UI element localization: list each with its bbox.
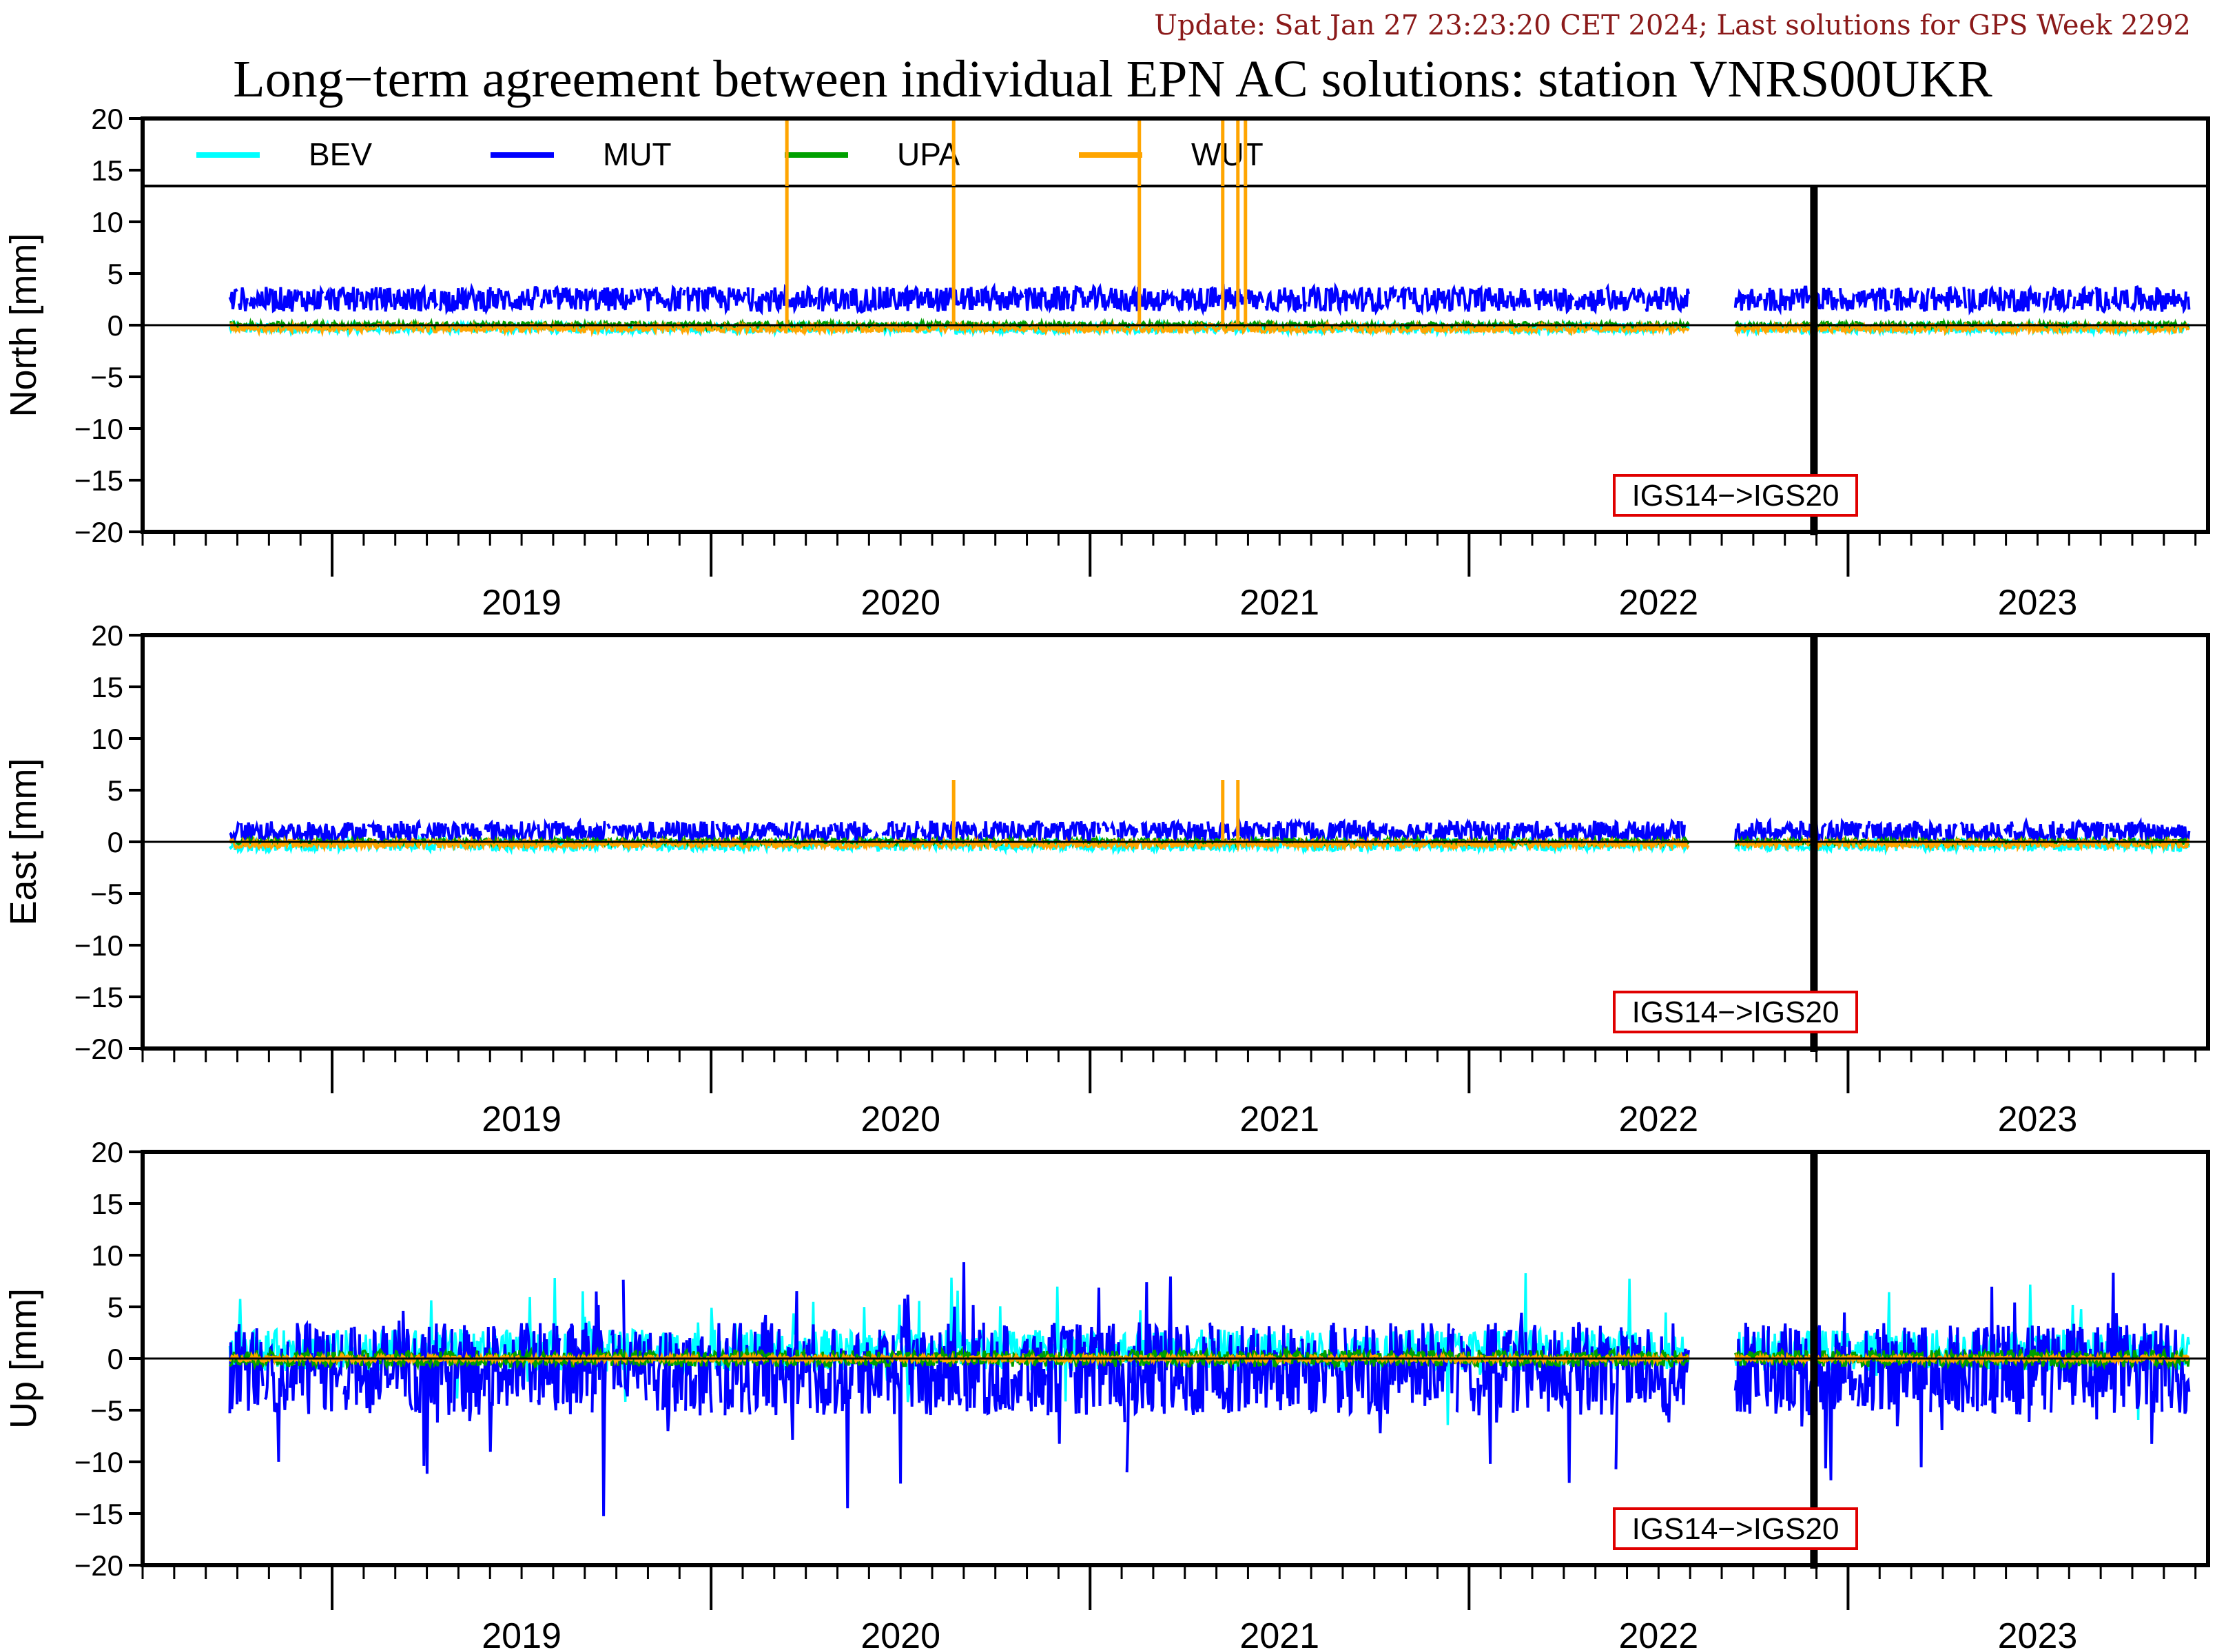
legend-label-upa: UPA [897, 136, 960, 172]
annotation-box [1613, 991, 1858, 1033]
y-tick-label: −15 [74, 1498, 123, 1530]
y-tick-label: 15 [91, 154, 123, 187]
x-year-label: 2021 [1239, 1099, 1319, 1139]
y-tick-label: −20 [74, 516, 123, 548]
legend-box [141, 117, 2209, 187]
y-tick-label: −20 [74, 1549, 123, 1582]
x-year-label: 2020 [860, 1099, 940, 1139]
panel-up: 20 15 10 5 0 −5 −10 −15 −20 Up [mm] 2019 2020 2021 20… [3, 1136, 2210, 1652]
legend-label-bev: BEV [309, 136, 372, 172]
x-year-label: 2021 [1239, 583, 1319, 623]
y-tick-label: 0 [107, 826, 123, 858]
y-tick-label: 15 [91, 671, 123, 703]
legend-label-mut: MUT [603, 136, 672, 172]
annotation-box [1613, 1507, 1858, 1550]
plot-area [228, 1262, 2191, 1516]
series-mut-line [228, 1262, 2191, 1516]
y-tick-label: −15 [74, 981, 123, 1013]
annotation-label: IGS14−>IGS20 [1632, 1512, 1839, 1546]
y-axis-label: North [mm] [3, 233, 44, 417]
frame-change-annotation: IGS14−>IGS20 [1613, 991, 1858, 1033]
annotation-label: IGS14−>IGS20 [1632, 479, 1839, 513]
y-tick-label: 10 [91, 1239, 123, 1272]
x-year-label: 2022 [1619, 583, 1699, 623]
panels: BEV MUT UPA WUT 20 15 10 5 0 −5 −10 −15 −20 North [mm… [3, 103, 2210, 1652]
y-tick-label: 10 [91, 723, 123, 755]
y-tick-label: −5 [90, 878, 123, 910]
annotation-label: IGS14−>IGS20 [1632, 995, 1839, 1029]
y-tick-label: 15 [91, 1188, 123, 1220]
y-tick-label: −5 [90, 361, 123, 393]
y-tick-label: −10 [74, 1446, 123, 1478]
y-tick-label: −15 [74, 464, 123, 497]
x-year-label: 2020 [860, 1616, 940, 1652]
x-year-label: 2021 [1239, 1616, 1319, 1652]
y-tick-label: −20 [74, 1033, 123, 1065]
update-text: Update: Sat Jan 27 23:23:20 CET 2024; La… [1154, 10, 2191, 41]
y-tick-label: −10 [74, 413, 123, 445]
x-year-label: 2020 [860, 583, 940, 623]
x-year-label: 2023 [1998, 583, 2078, 623]
x-year-label: 2023 [1998, 1099, 2078, 1139]
y-tick-label: 5 [107, 774, 123, 807]
x-year-label: 2019 [482, 1099, 561, 1139]
x-year-label: 2019 [482, 583, 561, 623]
panel-east: 20 15 10 5 0 −5 −10 −15 −20 East [mm] 2019 2020 2021… [3, 619, 2210, 1139]
x-year-label: 2019 [482, 1616, 561, 1652]
legend-label-wut: WUT [1191, 136, 1264, 172]
x-year-label: 2022 [1619, 1616, 1699, 1652]
y-axis-label: East [mm] [3, 758, 44, 925]
y-tick-label: 20 [91, 103, 123, 135]
y-tick-label: 5 [107, 258, 123, 290]
series-mut-line [228, 282, 2191, 316]
y-tick-label: 5 [107, 1291, 123, 1323]
chart-title: Long−term agreement between individual E… [233, 50, 1992, 108]
y-tick-label: 10 [91, 206, 123, 238]
plot-area [228, 780, 2191, 856]
panel-north: BEV MUT UPA WUT 20 15 10 5 0 −5 −10 −15 −20 North [mm… [3, 103, 2210, 623]
y-axis-label: Up [mm] [3, 1288, 44, 1429]
y-tick-label: −5 [90, 1394, 123, 1427]
frame-change-annotation: IGS14−>IGS20 [1613, 474, 1858, 517]
y-tick-label: 0 [107, 309, 123, 342]
x-year-label: 2022 [1619, 1099, 1699, 1139]
frame-change-annotation: IGS14−>IGS20 [1613, 1507, 1858, 1550]
legend: BEV MUT UPA WUT [141, 117, 2209, 187]
y-tick-label: 20 [91, 1136, 123, 1168]
y-tick-label: −10 [74, 929, 123, 962]
annotation-box [1613, 474, 1858, 517]
y-tick-label: 20 [91, 619, 123, 652]
y-tick-label: 0 [107, 1343, 123, 1375]
x-year-label: 2023 [1998, 1616, 2078, 1652]
